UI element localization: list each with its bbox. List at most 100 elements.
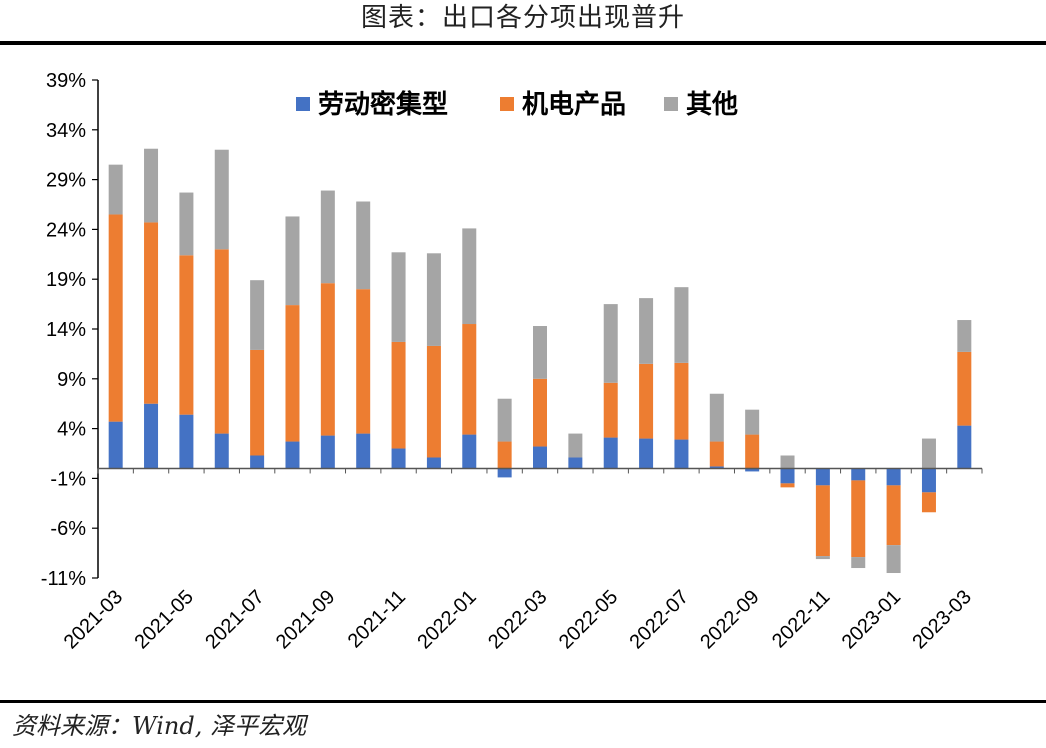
- bar-labor: [957, 425, 972, 469]
- bar-labor: [921, 468, 936, 493]
- x-tick-label: 2021-07: [201, 586, 268, 653]
- bar-electro: [250, 349, 265, 456]
- bar-other: [426, 253, 441, 346]
- bar-electro: [921, 492, 936, 513]
- bar-electro: [957, 351, 972, 426]
- bar-other: [250, 280, 265, 350]
- legend-label: 劳动密集型: [318, 89, 448, 120]
- bar-other: [568, 433, 583, 458]
- bar-electro: [709, 441, 724, 467]
- x-tick-label: 2021-11: [344, 586, 410, 652]
- bar-labor: [462, 434, 477, 469]
- bar-other: [356, 201, 371, 290]
- x-tick-label: 2021-03: [60, 586, 127, 653]
- bar-labor: [250, 455, 265, 469]
- bar-electro: [780, 483, 795, 488]
- bar-labor: [391, 448, 406, 469]
- bar-other: [709, 393, 724, 442]
- bar-other: [320, 190, 335, 284]
- bar-other: [639, 298, 654, 364]
- bar-other: [214, 149, 229, 250]
- legend-swatch-electro: [500, 97, 514, 111]
- bar-labor: [886, 468, 901, 486]
- x-tick-label: 2022-09: [696, 586, 763, 653]
- x-tick-label: 2021-09: [272, 586, 339, 653]
- bar-labor: [108, 421, 123, 469]
- x-tick-label: 2022-05: [555, 586, 622, 653]
- y-tick-label: 29%: [46, 170, 86, 192]
- bar-labor: [568, 457, 583, 469]
- bar-other: [108, 164, 123, 215]
- bar-electro: [603, 382, 618, 438]
- bar-electro: [179, 255, 194, 415]
- bar-labor: [497, 468, 512, 478]
- bar-electro: [886, 485, 901, 546]
- y-tick-label: 39%: [46, 70, 86, 92]
- y-tick-label: 4%: [57, 419, 86, 441]
- bar-electro: [674, 362, 689, 440]
- bar-labor: [533, 446, 547, 469]
- y-tick-label: 14%: [46, 319, 86, 341]
- x-tick-label: 2021-05: [130, 586, 197, 653]
- bottom-rule: [0, 700, 1046, 703]
- bar-labor: [780, 468, 795, 484]
- bar-electro: [108, 214, 123, 422]
- bar-labor: [709, 466, 724, 469]
- bar-electro: [426, 345, 441, 458]
- bar-electro: [497, 441, 512, 469]
- bar-labor: [426, 457, 441, 469]
- bar-labor: [674, 439, 689, 469]
- bar-labor: [179, 414, 194, 469]
- bar-electro: [815, 485, 830, 557]
- x-tick-label: 2022-01: [413, 586, 480, 653]
- bar-other: [745, 409, 760, 435]
- bar-other: [391, 252, 406, 342]
- source-note: 资料来源：Wind, 泽平宏观: [12, 712, 306, 740]
- bar-electro: [639, 363, 654, 439]
- bar-other: [179, 192, 194, 256]
- x-tick-label: 2023-01: [838, 586, 905, 653]
- top-rule: [0, 41, 1046, 45]
- bar-labor: [603, 437, 618, 469]
- bar-other: [603, 304, 618, 383]
- y-tick-label: -1%: [50, 468, 86, 490]
- bar-electro: [320, 283, 335, 436]
- bar-other: [957, 320, 972, 352]
- y-tick-label: 9%: [57, 369, 86, 391]
- bar-labor: [851, 468, 866, 481]
- x-tick-label: 2022-03: [484, 586, 551, 653]
- y-tick-label: 24%: [46, 219, 86, 241]
- bar-labor: [639, 438, 654, 469]
- bar-electro: [285, 305, 300, 442]
- bar-electro: [391, 341, 406, 449]
- y-tick-label: -6%: [50, 518, 86, 540]
- bar-other: [144, 148, 159, 223]
- bar-other: [497, 398, 512, 442]
- bar-electro: [851, 480, 866, 558]
- bar-labor: [320, 435, 335, 469]
- bar-electro: [356, 289, 371, 434]
- bar-electro: [144, 222, 159, 404]
- bar-electro: [745, 434, 760, 469]
- bar-other: [921, 438, 936, 469]
- bar-other: [285, 216, 300, 306]
- y-tick-label: 19%: [46, 269, 86, 291]
- bar-other: [533, 326, 547, 379]
- legend-label: 机电产品: [522, 90, 626, 120]
- bar-other: [886, 545, 901, 574]
- bar-electro: [214, 249, 229, 434]
- bar-labor: [815, 468, 830, 486]
- bar-other: [462, 228, 477, 325]
- legend-swatch-labor: [296, 97, 310, 111]
- y-tick-label: 34%: [46, 120, 86, 142]
- legend-swatch-other: [664, 97, 678, 111]
- x-tick-label: 2022-11: [768, 586, 834, 652]
- bar-labor: [745, 468, 760, 472]
- chart-title: 图表：出口各分项出现普升: [360, 3, 685, 33]
- bar-labor: [214, 433, 229, 469]
- bar-electro: [533, 378, 547, 447]
- bar-labor: [356, 433, 371, 469]
- bar-other: [851, 557, 866, 569]
- bar-electro: [462, 324, 477, 435]
